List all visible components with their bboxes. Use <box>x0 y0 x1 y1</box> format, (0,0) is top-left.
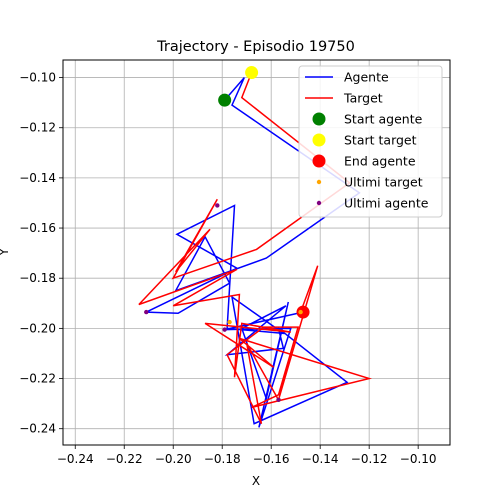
marker-ultimi-agente <box>144 309 149 315</box>
y-tick-label: −0.16 <box>19 221 56 235</box>
y-tick-label: −0.18 <box>19 271 56 285</box>
y-axis-ticks: −0.24 −0.22 −0.20 −0.18 −0.16 −0.14 −0.12 −0.10 <box>19 71 63 436</box>
marker-ultimi-target <box>298 309 303 315</box>
x-tick-label: −0.10 <box>400 452 437 466</box>
x-tick-label: −0.22 <box>106 452 143 466</box>
y-tick-label: −0.14 <box>19 171 56 185</box>
series-layer <box>138 72 373 428</box>
legend-label-start-agente: Start agente <box>344 112 423 127</box>
legend-swatch-ultimi-target <box>316 179 322 185</box>
x-tick-label: −0.20 <box>155 452 192 466</box>
marker-start-agente <box>218 93 232 107</box>
y-tick-label: −0.20 <box>19 321 56 335</box>
x-tick-label: −0.14 <box>302 452 339 466</box>
legend-label-target: Target <box>343 91 383 106</box>
marker-layer <box>144 66 310 403</box>
chart-title: Trajectory - Episodio 19750 <box>156 39 355 55</box>
legend-swatch-start-agente <box>312 112 326 126</box>
y-tick-label: −0.12 <box>19 121 56 135</box>
legend-box <box>298 65 443 218</box>
marker-ultimi-agente <box>276 397 281 403</box>
x-tick-label: −0.16 <box>253 452 290 466</box>
series-line-target <box>138 72 373 425</box>
y-tick-label: −0.22 <box>19 372 56 386</box>
x-tick-label: −0.24 <box>57 452 94 466</box>
legend-label-end-agente: End agente <box>344 154 416 169</box>
legend-label-agente: Agente <box>344 70 389 85</box>
x-tick-label: −0.12 <box>351 452 388 466</box>
x-tick-label: −0.18 <box>204 452 241 466</box>
marker-ultimi-target <box>227 319 232 325</box>
legend-label-start-target: Start target <box>344 133 417 148</box>
y-axis-label: Y <box>0 248 11 257</box>
legend-label-ultimi-agente: Ultimi agente <box>344 196 429 211</box>
y-tick-label: −0.10 <box>19 71 56 85</box>
legend-swatch-ultimi-agente <box>316 200 322 206</box>
x-axis-ticks: −0.24 −0.22 −0.20 −0.18 −0.16 −0.14 −0.12 −0.10 <box>57 445 437 466</box>
marker-end-agente <box>296 305 310 319</box>
y-tick-label: −0.24 <box>19 422 56 436</box>
plot-frame <box>62 59 451 446</box>
x-axis-label: X <box>252 474 260 488</box>
legend-swatch-end-agente <box>312 154 326 168</box>
legend-swatch-start-target <box>312 133 326 147</box>
legend-label-ultimi-target: Ultimi target <box>344 175 423 190</box>
marker-ultimi-agente <box>215 203 220 208</box>
legend: Agente Target Start agente Start target End … <box>298 65 443 218</box>
marker-ultimi-agente <box>222 327 227 332</box>
marker-start-target <box>245 66 259 80</box>
